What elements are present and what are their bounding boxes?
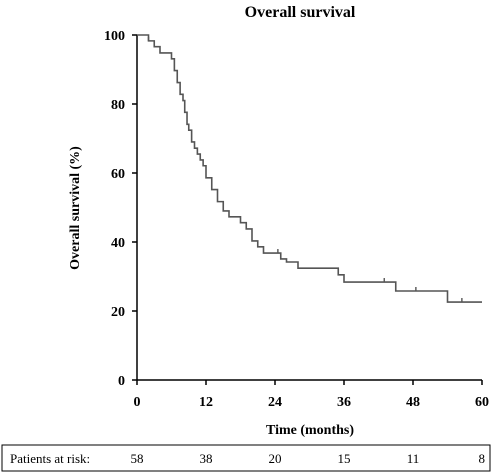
risk-value: 8 [479, 451, 486, 466]
y-axis-label: Overall survival (%) [68, 146, 83, 270]
x-tick-label: 60 [475, 395, 489, 410]
censor-marks [147, 36, 463, 303]
chart-title: Overall survival [245, 4, 356, 21]
risk-values: 58 38 20 15 11 8 [131, 451, 486, 466]
y-ticks: 0 20 40 60 80 100 [104, 29, 137, 389]
x-tick-label: 0 [134, 395, 141, 410]
risk-value: 20 [269, 451, 282, 466]
x-axis-label: Time (months) [266, 423, 354, 438]
risk-table-label: Patients at risk: [10, 451, 90, 466]
x-tick-label: 36 [337, 395, 351, 410]
risk-value: 58 [131, 451, 144, 466]
risk-value: 11 [407, 451, 420, 466]
y-tick-label: 40 [111, 236, 125, 251]
survival-curve [137, 34, 482, 303]
risk-value: 38 [200, 451, 213, 466]
x-tick-label: 48 [406, 395, 420, 410]
y-tick-label: 60 [111, 167, 125, 182]
risk-value: 15 [338, 451, 351, 466]
y-tick-label: 0 [118, 374, 125, 389]
y-tick-label: 80 [111, 98, 125, 113]
y-tick-label: 20 [111, 305, 125, 320]
x-tick-label: 24 [268, 395, 282, 410]
x-ticks: 0 12 24 36 48 60 [134, 380, 489, 410]
risk-table-box [1, 444, 491, 472]
x-tick-label: 12 [199, 395, 213, 410]
y-tick-label: 100 [104, 29, 125, 44]
